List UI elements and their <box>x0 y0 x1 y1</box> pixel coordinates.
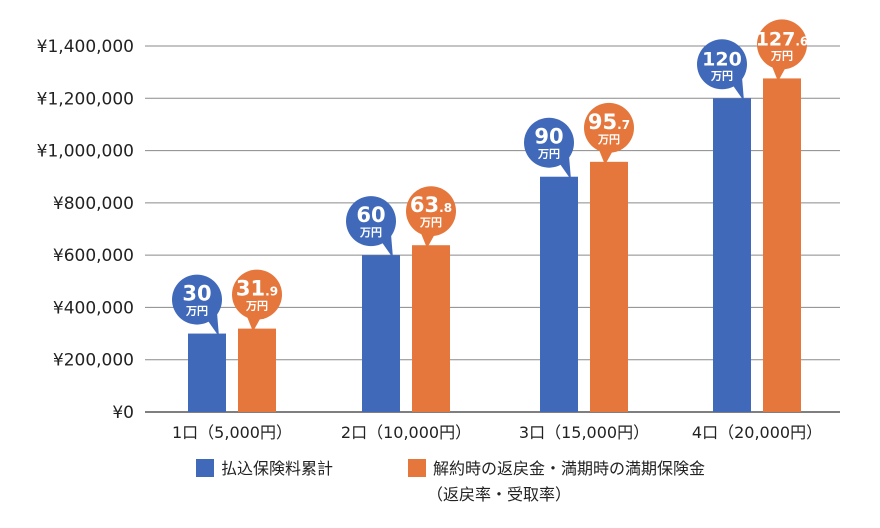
y-tick-label: ¥1,200,000 <box>37 89 134 109</box>
bar-premium-total <box>540 176 578 412</box>
bubble-value: 95.7 <box>588 110 630 134</box>
bar-premium-total <box>188 333 226 412</box>
legend-swatch-refund <box>408 459 426 477</box>
bubble-circle <box>406 186 456 237</box>
bubble-circle <box>172 274 222 325</box>
x-category-label: 4口（20,000円） <box>692 423 822 442</box>
y-tick-label: ¥200,000 <box>53 351 134 371</box>
bubble-circle <box>757 19 807 70</box>
bubble-value-main: 60 <box>356 203 385 227</box>
bubble-value: 30 <box>182 282 211 306</box>
bars <box>188 78 801 413</box>
bubble-value-main: 63 <box>410 193 439 217</box>
bubble-value-main: 95 <box>588 110 617 134</box>
y-tick-label: ¥1,000,000 <box>37 142 134 162</box>
bubble-value-decimal: .9 <box>265 285 278 299</box>
bubble-unit: 万円 <box>245 300 268 313</box>
x-axis-labels: 1口（5,000円） 2口（10,000円） 3口（15,000円） 4口（20,00… <box>172 423 822 442</box>
bubble-value: 63.8 <box>410 193 452 217</box>
bubble-value-main: 31 <box>236 277 265 301</box>
bubble-circle <box>524 117 574 168</box>
bubble-unit: 万円 <box>710 69 733 82</box>
y-tick-label: ¥800,000 <box>53 194 134 214</box>
y-axis-ticks: ¥0 ¥200,000 ¥400,000 ¥600,000 ¥800,000 ¥1,000… <box>37 37 134 423</box>
bubble-value-main: 30 <box>182 282 211 306</box>
bubble-circle <box>584 102 634 153</box>
bar-refund-amount <box>763 78 801 412</box>
x-category-label: 3口（15,000円） <box>519 423 649 442</box>
bubble-refund-amount: 63.8万円 <box>406 186 456 249</box>
bubble-value-decimal: .6 <box>795 34 808 48</box>
legend-label-refund-sub: （返戻率・受取率） <box>427 485 571 504</box>
y-tick-label: ¥1,400,000 <box>37 37 134 57</box>
bubble-circle <box>232 269 282 320</box>
bubble-unit: 万円 <box>537 148 560 161</box>
bubble-value-main: 90 <box>534 125 563 149</box>
bubble-refund-amount: 31.9万円 <box>232 269 282 332</box>
bar-premium-total <box>362 255 400 412</box>
bar-refund-amount <box>238 328 276 412</box>
bubble-value: 127.6 <box>756 28 809 50</box>
legend-label-refund: 解約時の返戻金・満期時の満期保険金 <box>433 459 705 478</box>
bubble-value: 90 <box>534 125 563 149</box>
value-bubbles: 30万円60万円90万円120万円31.9万円63.8万円95.7万円127.6… <box>172 19 809 337</box>
bar-premium-total <box>713 98 751 413</box>
bubble-unit: 万円 <box>770 49 793 62</box>
y-tick-label: ¥0 <box>112 403 134 423</box>
bubble-unit: 万円 <box>359 226 382 239</box>
bubble-value-decimal: .8 <box>439 201 452 215</box>
bubble-value: 31.9 <box>236 277 278 301</box>
bar-refund-amount <box>590 161 628 412</box>
legend-swatch-premium <box>196 459 214 477</box>
bar-refund-amount <box>412 245 450 412</box>
bubble-value: 120 <box>702 48 742 70</box>
bubble-unit: 万円 <box>419 216 442 229</box>
legend: 払込保険料累計 解約時の返戻金・満期時の満期保険金 （返戻率・受取率） <box>196 459 705 504</box>
bubble-refund-amount: 127.6万円 <box>756 19 809 82</box>
bubble-unit: 万円 <box>185 305 208 318</box>
y-tick-label: ¥600,000 <box>53 246 134 266</box>
bubble-value-main: 127 <box>756 28 796 50</box>
bubble-value-decimal: .7 <box>617 118 630 132</box>
bubble-circle <box>697 39 747 90</box>
x-category-label: 2口（10,000円） <box>341 423 471 442</box>
y-tick-label: ¥400,000 <box>53 298 134 318</box>
bubble-circle <box>346 196 396 247</box>
bubble-value-main: 120 <box>702 48 742 70</box>
legend-label-premium: 払込保険料累計 <box>221 459 333 478</box>
x-category-label: 1口（5,000円） <box>172 423 292 442</box>
bubble-refund-amount: 95.7万円 <box>584 102 634 165</box>
bubble-value: 60 <box>356 203 385 227</box>
bubble-unit: 万円 <box>597 133 620 146</box>
